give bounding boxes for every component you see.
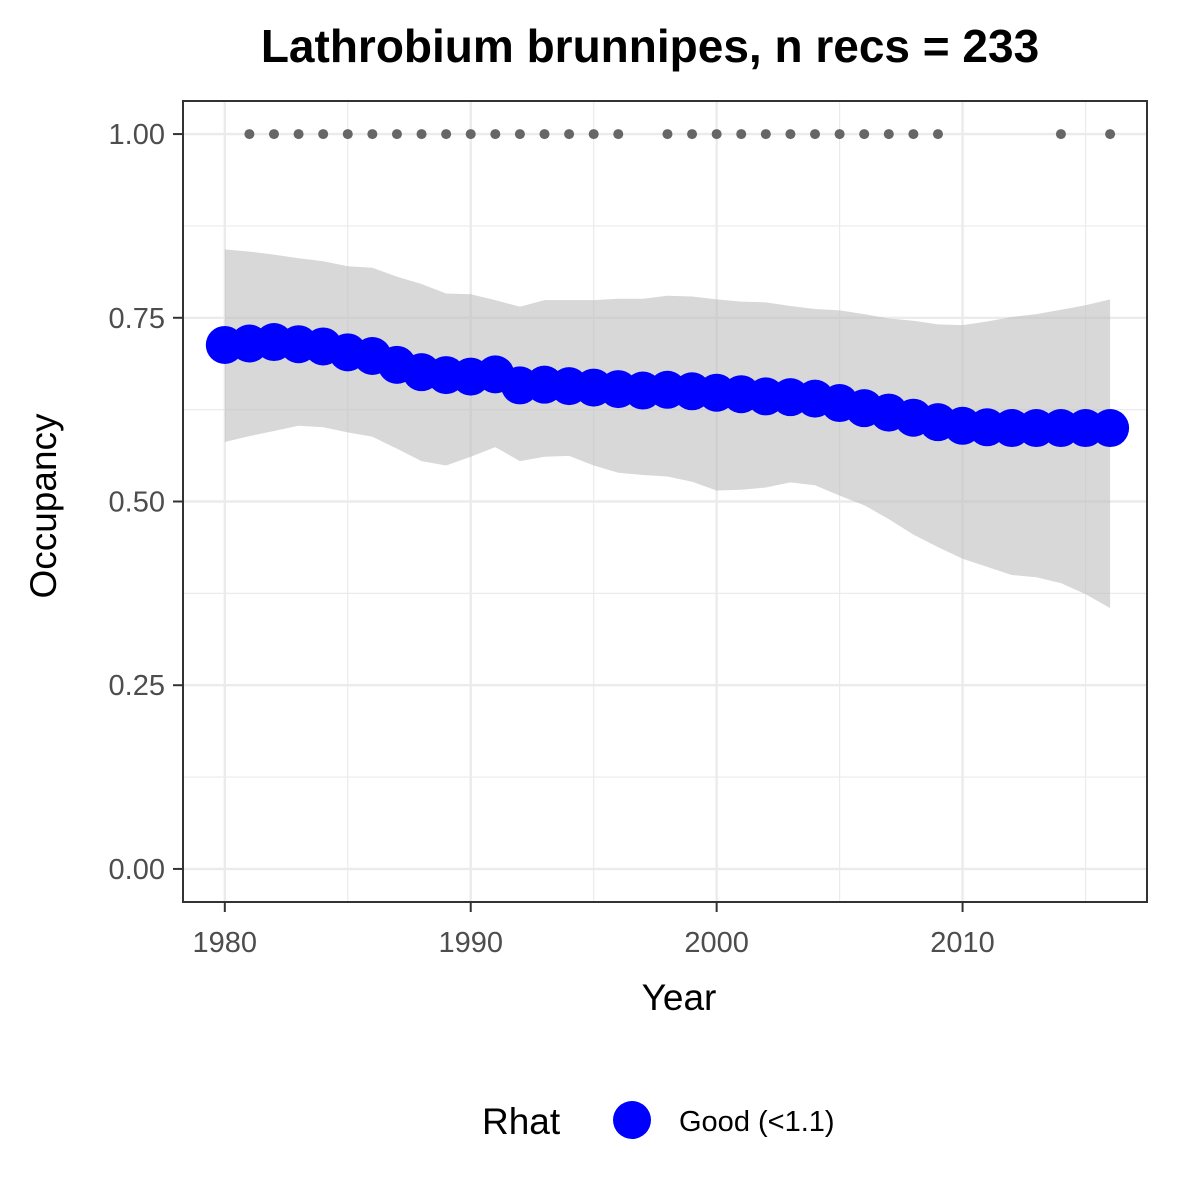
record-point	[539, 129, 550, 140]
record-point	[760, 129, 771, 140]
legend-key-good	[613, 1101, 651, 1139]
y-tick-label: 0.50	[109, 487, 165, 519]
y-tick-label: 1.00	[109, 119, 165, 151]
record-point	[514, 129, 525, 140]
record-point	[244, 129, 255, 140]
record-point	[293, 129, 304, 140]
record-point	[613, 129, 624, 140]
record-point	[834, 129, 845, 140]
occupancy-series	[205, 323, 1130, 448]
legend: Rhat Good (<1.1)	[482, 1101, 835, 1142]
x-axis: 1980 1990 2000 2010	[193, 902, 995, 959]
record-point	[564, 129, 575, 140]
x-tick-label: 1980	[193, 927, 258, 959]
x-tick-label: 2010	[930, 927, 995, 959]
record-point	[268, 129, 279, 140]
record-points	[244, 129, 1116, 140]
record-point	[785, 129, 796, 140]
record-point	[932, 129, 943, 140]
x-axis-title: Year	[642, 977, 717, 1018]
y-axis-title: Occupancy	[23, 413, 64, 599]
x-tick-label: 1990	[438, 927, 503, 959]
record-point	[441, 129, 452, 140]
chart-title: Lathrobium brunnipes, n recs = 233	[261, 20, 1039, 72]
record-point	[687, 129, 698, 140]
record-point	[883, 129, 894, 140]
legend-label-good: Good (<1.1)	[679, 1106, 835, 1138]
record-point	[465, 129, 476, 140]
record-point	[662, 129, 673, 140]
y-tick-label: 0.25	[109, 670, 165, 702]
record-point	[416, 129, 427, 140]
record-point	[810, 129, 821, 140]
record-point	[342, 129, 353, 140]
record-point	[736, 129, 747, 140]
record-point	[588, 129, 599, 140]
record-point	[318, 129, 329, 140]
y-tick-label: 0.75	[109, 303, 165, 335]
record-point	[1105, 129, 1116, 140]
occupancy-point	[1091, 409, 1130, 448]
legend-title: Rhat	[482, 1101, 561, 1142]
record-point	[859, 129, 870, 140]
x-tick-label: 2000	[684, 927, 749, 959]
credible-interval-ribbon	[224, 249, 1111, 609]
record-point	[490, 129, 501, 140]
record-point	[367, 129, 378, 140]
record-point	[1055, 129, 1066, 140]
y-tick-label: 0.00	[109, 854, 165, 886]
y-axis: 0.00 0.25 0.50 0.75 1.00	[109, 119, 183, 886]
record-point	[908, 129, 919, 140]
record-point	[711, 129, 722, 140]
record-point	[391, 129, 402, 140]
